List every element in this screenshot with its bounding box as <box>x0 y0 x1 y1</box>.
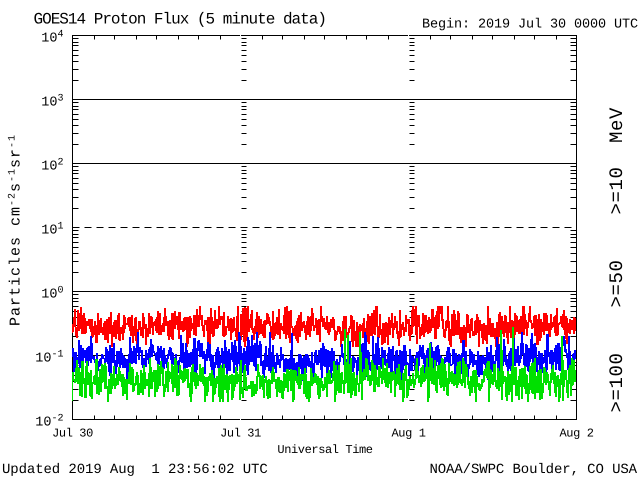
svg-text:Aug 1: Aug 1 <box>391 427 425 441</box>
svg-text:MeV: MeV <box>606 107 628 143</box>
svg-text:Updated 2019 Aug 1 23:56:02 U: Updated 2019 Aug 1 23:56:02 UTC <box>2 462 268 478</box>
svg-text:NOAA/SWPC Boulder, CO USA: NOAA/SWPC Boulder, CO USA <box>429 462 637 478</box>
svg-text:>=50: >=50 <box>606 259 628 307</box>
svg-text:Begin: 2019 Jul 30 0000 UTC: Begin: 2019 Jul 30 0000 UTC <box>422 18 638 33</box>
svg-text:>=10: >=10 <box>606 166 628 214</box>
svg-text:Jul 30: Jul 30 <box>52 427 93 441</box>
svg-text:Jul 31: Jul 31 <box>220 427 261 441</box>
svg-text:GOES14 Proton Flux (5 minute d: GOES14 Proton Flux (5 minute data) <box>34 11 326 29</box>
svg-text:Universal Time: Universal Time <box>277 443 372 457</box>
svg-text:Particles cm-2s-1sr-1: Particles cm-2s-1sr-1 <box>8 134 25 326</box>
svg-text:Aug 2: Aug 2 <box>559 427 593 441</box>
svg-text:>=100: >=100 <box>606 352 628 412</box>
